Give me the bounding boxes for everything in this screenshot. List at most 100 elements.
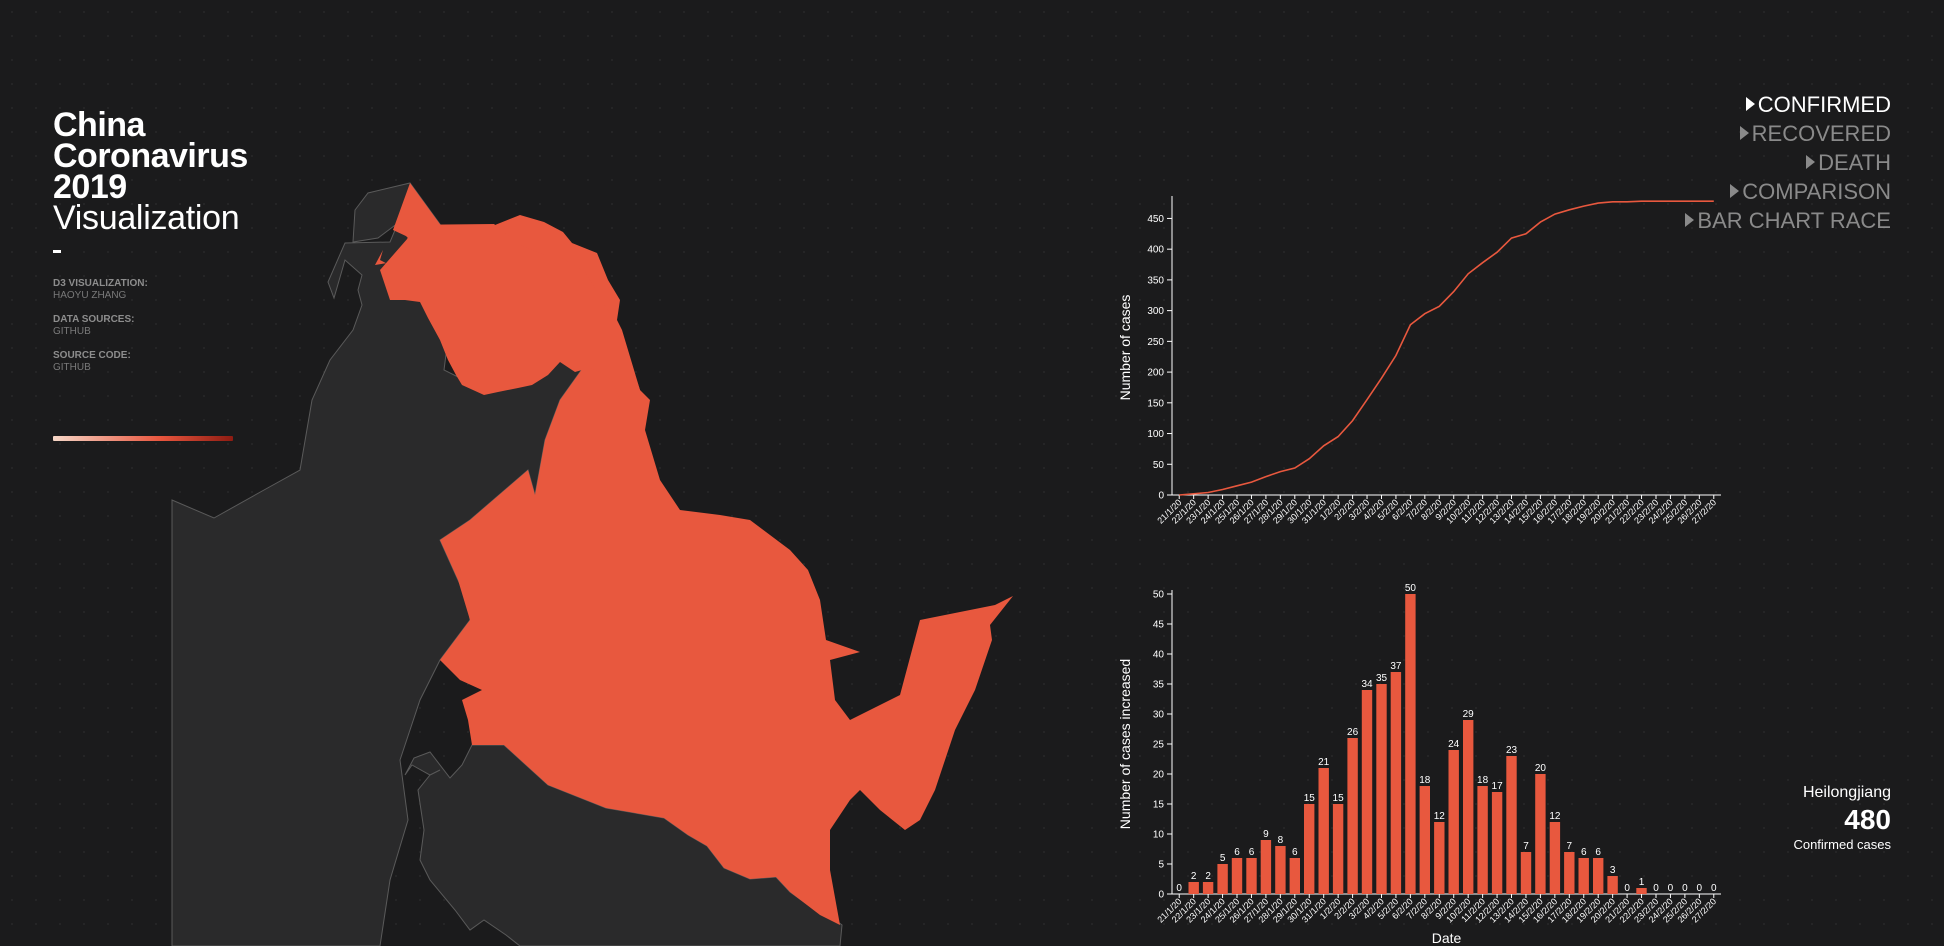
credit-d3: D3 VISUALIZATION: HAOYU ZHANG [53,278,148,302]
nav-bar-chart-race[interactable]: BAR CHART RACE [1685,206,1891,235]
nav-confirmed[interactable]: CONFIRMED [1685,90,1891,119]
bar-chart-y-axis-label: Number of cases increased [1117,659,1133,829]
bar-chart-bar [1463,720,1474,894]
line-chart-y-tick-label: 0 [1158,491,1164,502]
line-chart-y-tick-label: 400 [1147,245,1164,256]
credit-data-sources-label: DATA SOURCES: [53,314,135,325]
bar-chart-data-label: 9 [1263,829,1269,840]
bar-chart-bar [1535,774,1546,894]
bar-chart-data-label: 6 [1234,847,1240,858]
bar-chart-bar [1361,690,1373,894]
province-value-label: Confirmed cases [1793,837,1891,852]
bar-chart-data-label: 0 [1697,883,1703,894]
line-chart-y-tick-label: 350 [1147,275,1164,286]
credit-d3-label: D3 VISUALIZATION: [53,278,148,289]
line-chart-y-tick-label: 450 [1147,214,1164,225]
play-icon [1739,126,1749,140]
title-line-1: China [53,106,145,144]
title-dash [53,250,61,253]
bar-chart-y-tick-label: 50 [1153,590,1165,601]
bar-chart-data-label: 26 [1347,727,1359,738]
nav-recovered[interactable]: RECOVERED [1685,119,1891,148]
credit-source-code: SOURCE CODE: GITHUB [53,350,148,374]
nav-comparison[interactable]: COMPARISON [1685,177,1891,206]
line-chart-y-axis-label: Number of cases [1117,295,1133,401]
bar-chart-y-tick-label: 15 [1153,800,1165,811]
province-heilongjiang-north[interactable] [380,224,640,400]
bar-chart-bar [1419,786,1430,894]
bar-chart-data-label: 24 [1448,739,1460,750]
bar-chart-bar [1318,768,1329,894]
bar-chart-bar [1491,792,1503,894]
title-line-4: Visualization [53,199,240,237]
play-icon [1806,155,1816,169]
nav-confirmed-label: CONFIRMED [1757,92,1891,117]
bar-chart-bar [1607,876,1618,894]
bar-chart-bar [1549,822,1561,894]
bar-chart-bar [1260,840,1272,894]
bar-chart-data-label: 2 [1191,871,1197,882]
bar-chart-data-label: 12 [1434,811,1446,822]
bar-chart-bar [1332,804,1344,894]
line-chart-y-tick-label: 300 [1147,306,1164,317]
play-icon [1745,97,1755,111]
bar-chart-bar [1564,852,1575,894]
bar-chart-data-label: 15 [1304,793,1316,804]
nav-comparison-label: COMPARISON [1742,179,1891,204]
bar-chart-bar [1578,858,1589,894]
bar-chart-bar [1390,672,1402,894]
line-chart-y-tick-label: 100 [1147,429,1164,440]
nav-death[interactable]: DEATH [1685,148,1891,177]
province-summary: Heilongjiang 480 Confirmed cases [1793,783,1891,853]
bar-chart-y-tick-label: 35 [1153,680,1165,691]
province-heilongjiang[interactable] [375,183,1013,925]
nav-bar-chart-race-label: BAR CHART RACE [1697,208,1891,233]
bar-chart-y-tick-label: 10 [1153,830,1165,841]
credits: D3 VISUALIZATION: HAOYU ZHANG DATA SOURC… [53,278,148,386]
color-legend-bar [53,436,233,441]
credit-source-code-label: SOURCE CODE: [53,350,131,361]
line-chart-series-line [1179,200,1714,496]
bar-chart-bar [1448,750,1459,894]
bar-chart-y-tick-label: 0 [1158,890,1164,901]
credit-data-sources: DATA SOURCES: GITHUB [53,314,148,338]
bar-chart-bar [1202,882,1214,894]
bar-chart-data-label: 12 [1549,811,1561,822]
bar-chart-data-label: 0 [1653,883,1659,894]
bar-chart-y-tick-label: 25 [1153,740,1165,751]
bar-chart-data-label: 34 [1361,679,1373,690]
bar-chart-bar [1289,858,1300,894]
bar-chart-data-label: 0 [1682,883,1688,894]
bar-chart-bar [1593,858,1604,894]
bar-chart-bar [1520,852,1532,894]
bar-chart-data-label: 18 [1477,775,1489,786]
bar-chart-data-label: 6 [1292,847,1298,858]
line-chart-y-tick-label: 50 [1153,460,1165,471]
bar-chart-data-label: 37 [1390,661,1402,672]
bar-chart-data-label: 50 [1405,583,1417,594]
bar-chart-y-tick-label: 40 [1153,650,1165,661]
bar-chart-bar [1405,594,1416,894]
play-icon [1730,184,1740,198]
bar-chart-bar [1188,882,1199,894]
title-line-3: 2019 [53,168,127,206]
bar-chart-data-label: 1 [1639,877,1645,888]
bar-chart-bar [1477,786,1488,894]
bar-chart-y-tick-label: 30 [1153,710,1165,721]
bar-chart-data-label: 6 [1249,847,1255,858]
credit-d3-value[interactable]: HAOYU ZHANG [53,290,127,301]
credit-source-code-link[interactable]: GITHUB [53,362,91,373]
bar-chart-data-label: 7 [1567,841,1573,852]
bar-chart-data-label: 23 [1506,745,1518,756]
bar-chart-y-tick-label: 5 [1158,860,1164,871]
province-name: Heilongjiang [1802,784,1891,801]
bar-chart-data-label: 3 [1610,865,1616,876]
line-chart-y-tick-label: 150 [1147,398,1164,409]
credit-data-sources-link[interactable]: GITHUB [53,326,91,337]
bar-chart-bar [1246,858,1257,894]
bar-chart-data-label: 15 [1333,793,1345,804]
title-block: China Coronavirus 2019 Visualization [53,106,248,253]
